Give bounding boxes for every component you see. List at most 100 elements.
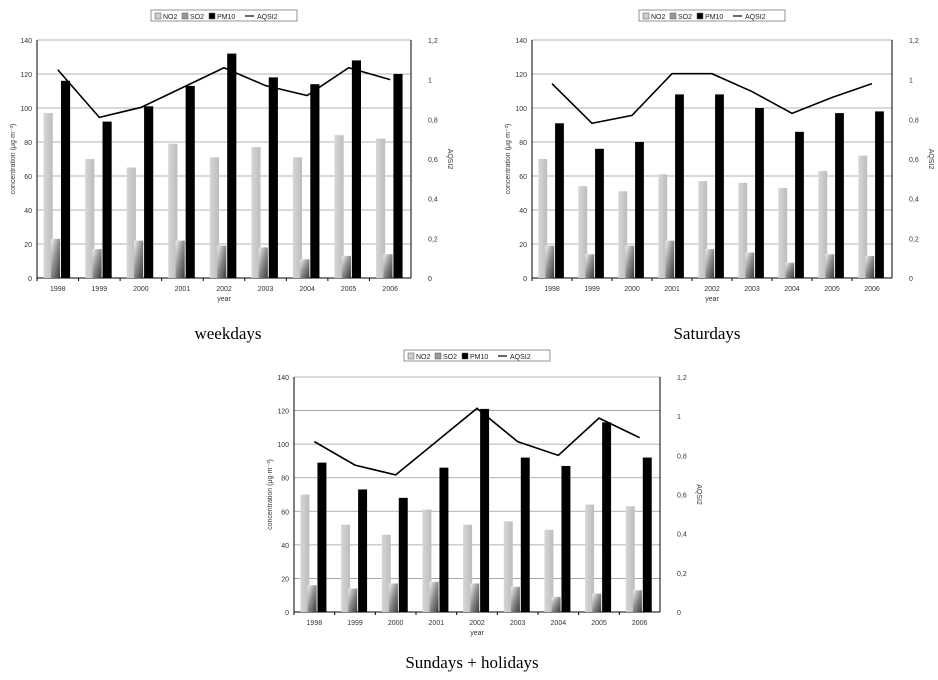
bar-pm10 [268, 77, 278, 279]
legend: NO2 SO2 PM10 AQSI2 [150, 9, 298, 22]
bar-no2 [778, 187, 788, 278]
bar-so2 [300, 259, 310, 278]
x-tick-label: 2000 [133, 286, 149, 293]
chart-sundays-holidays: 0 20 40 60 80 100 120 140 0 0,2 0,4 0,6 0,8 1 1,2 1998 1… [246, 345, 706, 680]
x-tick-label: 2003 [744, 286, 760, 293]
y2-tick-label: 1 [909, 78, 913, 85]
y-tick-label: 80 [519, 140, 527, 147]
y-tick-label: 20 [519, 242, 527, 249]
legend-box [403, 349, 551, 362]
bar-no2 [209, 157, 219, 278]
y-tick-label: 0 [28, 276, 32, 283]
legend-label-pm10: PM10 [217, 14, 235, 21]
x-tick-label: 1998 [307, 620, 323, 627]
bar-no2 [618, 191, 628, 278]
y-tick-label: 100 [277, 442, 289, 449]
bar-pm10 [835, 113, 844, 278]
x-tick-label: 2006 [382, 286, 398, 293]
y-tick-label: 0 [523, 276, 527, 283]
x-tick-label: 2000 [624, 286, 640, 293]
x-tick-label: 1999 [92, 286, 108, 293]
x-tick-label: 1999 [584, 286, 600, 293]
x-axis-title: year [470, 630, 484, 637]
legend: NO2 SO2 PM10 AQSI2 [403, 349, 551, 362]
bar-pm10 [439, 467, 449, 612]
y2-tick-label: 0 [677, 610, 681, 617]
bar-so2 [348, 588, 358, 612]
y-tick-label: 40 [281, 543, 289, 550]
bar-no2 [422, 509, 432, 612]
bar-pm10 [635, 142, 644, 278]
y-tick-label: 20 [24, 242, 32, 249]
y2-tick-label: 0,2 [677, 571, 687, 578]
line-aqsi2 [57, 66, 391, 119]
bar-pm10 [480, 408, 490, 612]
bar-no2 [658, 174, 668, 278]
x-tick-label: 2001 [429, 620, 445, 627]
y2-tick-label: 0,4 [428, 197, 438, 204]
legend-box [638, 9, 786, 22]
legend-label-so2: SO2 [678, 14, 692, 21]
legend-label-so2: SO2 [190, 14, 204, 21]
x-tick-label: 2005 [341, 286, 357, 293]
legend-label-aqsi2: AQSI2 [745, 14, 766, 21]
y-tick-label: 100 [515, 106, 527, 113]
legend-label-no2: NO2 [651, 14, 666, 21]
x-axis-title: year [705, 296, 719, 303]
y2-axis-title: AQSI2 [927, 149, 934, 170]
line-aqsi2 [313, 407, 641, 476]
x-tick-label: 2003 [510, 620, 526, 627]
y2-tick-label: 0 [428, 276, 432, 283]
bar-pm10 [351, 60, 362, 279]
y2-tick-label: 0,2 [428, 236, 438, 243]
y2-tick-label: 1 [677, 414, 681, 421]
chart-sundays-holidays-svg: 0 20 40 60 80 100 120 140 0 0,2 0,4 0,6 0,8 1 1,2 1998 1… [267, 349, 702, 637]
bar-so2 [705, 249, 715, 278]
y2-tick-label: 1 [428, 78, 432, 85]
bar-no2 [381, 534, 391, 612]
bar-so2 [825, 254, 835, 278]
chart-saturdays: 0 20 40 60 80 100 120 140 0 0,2 0,4 0,6 0,8 1 1,2 1998 1… [485, 0, 938, 345]
legend-label-no2: NO2 [163, 14, 178, 21]
bar-pm10 [310, 84, 320, 278]
y-tick-label: 40 [519, 208, 527, 215]
bar-no2 [168, 143, 178, 278]
bar-so2 [307, 585, 317, 612]
y-axis-title: concentration (μg·m⁻³) [267, 459, 274, 530]
y2-tick-label: 0,6 [677, 493, 687, 500]
bar-pm10 [755, 108, 764, 278]
bar-so2 [341, 255, 351, 278]
bar-pm10 [555, 123, 564, 278]
y2-tick-label: 0,8 [677, 453, 687, 460]
bar-pm10 [398, 497, 408, 612]
legend: NO2 SO2 PM10 AQSI2 [638, 9, 786, 22]
bar-so2 [134, 240, 144, 278]
chart-weekdays-svg: 0 20 40 60 80 100 120 140 0 0,2 0,4 0,6 0,8 1 1,2 1998 1… [10, 9, 453, 303]
bar-no2 [126, 167, 136, 278]
y2-tick-label: 0,4 [909, 197, 919, 204]
bar-pm10 [642, 457, 652, 612]
bar-no2 [376, 138, 386, 278]
bar-no2 [538, 159, 548, 278]
bar-pm10 [602, 422, 612, 612]
y2-tick-label: 0,2 [909, 236, 919, 243]
bar-pm10 [520, 457, 530, 612]
legend-swatch-pm10 [461, 352, 469, 360]
legend-swatch-no2 [642, 12, 650, 20]
bar-so2 [383, 254, 393, 278]
legend-swatch-so2 [434, 352, 442, 360]
bar-pm10 [795, 131, 804, 278]
bar-pm10 [393, 74, 403, 278]
chart-saturdays-svg: 0 20 40 60 80 100 120 140 0 0,2 0,4 0,6 0,8 1 1,2 1998 1… [505, 9, 934, 303]
bar-no2 [738, 182, 748, 278]
legend-label-pm10: PM10 [705, 14, 723, 21]
legend-swatch-so2 [669, 12, 677, 20]
bar-so2 [632, 590, 642, 612]
x-tick-label: 2006 [864, 286, 880, 293]
legend-label-no2: NO2 [416, 354, 431, 361]
bar-no2 [341, 524, 351, 612]
x-tick-label: 2005 [824, 286, 840, 293]
bar-pm10 [715, 94, 724, 279]
legend-label-so2: SO2 [443, 354, 457, 361]
bar-so2 [470, 583, 480, 612]
